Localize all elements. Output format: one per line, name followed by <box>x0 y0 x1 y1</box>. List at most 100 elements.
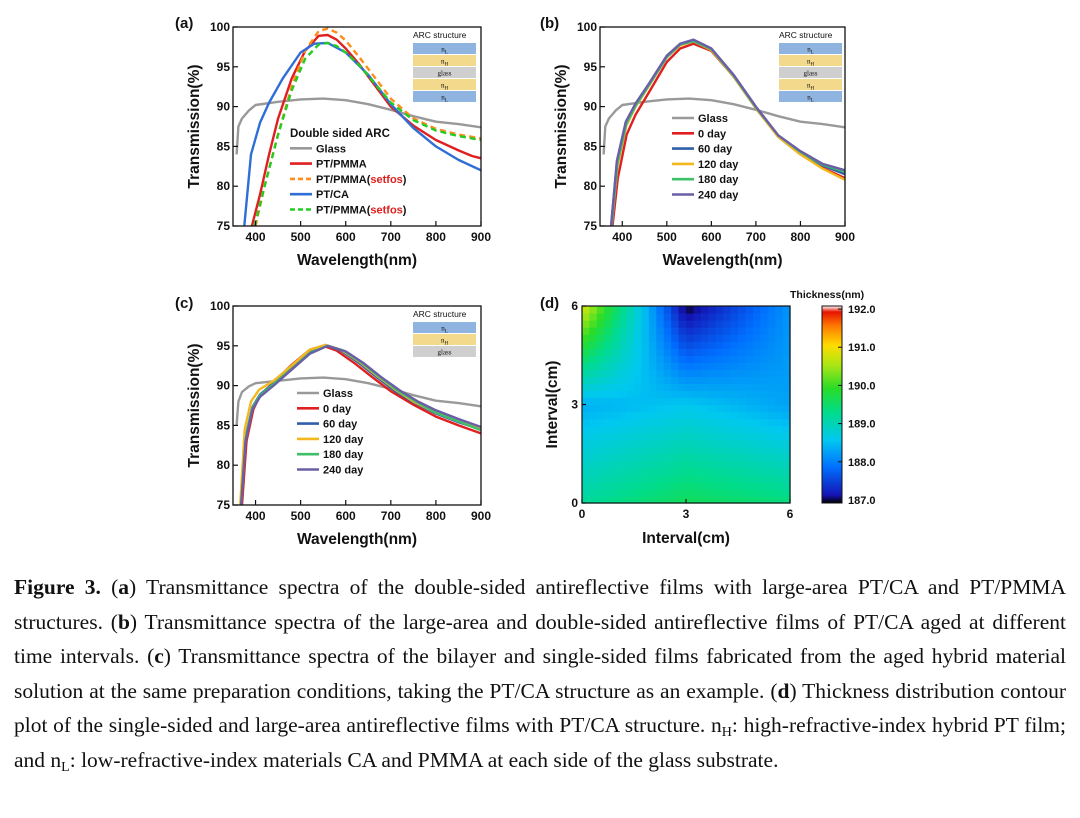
heatmap-cell <box>671 404 680 413</box>
heatmap-cell <box>589 313 598 321</box>
heatmap-cell <box>745 488 754 497</box>
heatmap-cell <box>700 320 709 328</box>
heatmap-cell <box>611 327 620 335</box>
heatmap-cell <box>745 362 754 370</box>
heatmap-cell <box>686 439 695 448</box>
heatmap-cell <box>611 474 620 483</box>
heatmap-cell <box>634 467 643 476</box>
heatmap-cell <box>745 397 754 406</box>
heatmap-cell <box>715 418 724 427</box>
heatmap-cell <box>693 474 702 483</box>
heatmap-cell <box>626 495 635 504</box>
heatmap-cell <box>656 453 665 462</box>
heatmap-cell <box>700 362 709 370</box>
heatmap-cell <box>760 495 769 504</box>
heatmap-cell <box>663 313 672 321</box>
inset-layer <box>413 91 476 102</box>
heatmap-cell <box>767 474 776 483</box>
heatmap-cell <box>708 313 717 321</box>
heatmap-cell <box>686 467 695 476</box>
inset-layer-label: glass <box>438 70 452 78</box>
x-tick-label: 400 <box>246 230 266 244</box>
heatmap-cell <box>708 376 717 384</box>
heatmap-cell <box>634 334 643 342</box>
legend-label: 240 day <box>698 190 739 202</box>
heatmap-cell <box>723 467 732 476</box>
heatmap-cell <box>641 376 650 384</box>
y-tick-label: 100 <box>210 20 230 34</box>
heatmap-cell <box>745 383 754 392</box>
heatmap-cell <box>582 348 591 356</box>
heatmap-cell <box>700 313 709 321</box>
heatmap-cell <box>708 383 717 392</box>
heatmap-cell <box>715 481 724 490</box>
heatmap-cell <box>596 446 605 455</box>
heatmap-cell <box>634 390 643 399</box>
heatmap-cell <box>596 481 605 490</box>
heatmap-cell <box>656 432 665 441</box>
caption-panel-ref: a <box>118 575 130 599</box>
heatmap-cell <box>619 446 628 455</box>
heatmap-cell <box>782 376 791 384</box>
heatmap-cell <box>693 404 702 413</box>
y-tick-label: 100 <box>577 20 597 34</box>
heatmap-cell <box>582 425 591 434</box>
heatmap-cell <box>715 467 724 476</box>
heatmap-cell <box>648 341 657 349</box>
heatmap-cell <box>708 411 717 420</box>
heatmap-cell <box>723 334 732 342</box>
heatmap-cell <box>738 474 747 483</box>
heatmap-cell <box>611 495 620 504</box>
heatmap-cell <box>596 327 605 335</box>
heatmap-cell <box>760 313 769 321</box>
heatmap-cell <box>738 495 747 504</box>
legend-label-paren: ) <box>403 174 407 186</box>
legend-label: PT/CA <box>316 189 349 201</box>
heatmap-cell <box>634 376 643 384</box>
heatmap-cell <box>611 488 620 497</box>
heatmap-cell <box>611 467 620 476</box>
heatmap-cell <box>678 411 687 420</box>
heatmap-cell <box>619 488 628 497</box>
heatmap-cell <box>752 404 761 413</box>
heatmap-cell <box>634 425 643 434</box>
heatmap-cell <box>730 474 739 483</box>
heatmap-cell <box>663 376 672 384</box>
heatmap-cell <box>634 439 643 448</box>
heatmap-cell <box>604 488 613 497</box>
heatmap-cell <box>582 481 591 490</box>
inset-layer <box>413 67 476 78</box>
legend-label: PT/PMMA <box>316 159 367 171</box>
legend-label: 120 day <box>698 159 739 171</box>
heatmap-cell <box>730 404 739 413</box>
heatmap-cell <box>626 425 635 434</box>
heatmap-cell <box>723 446 732 455</box>
panel-label: (b) <box>540 15 559 32</box>
heatmap-cell <box>656 467 665 476</box>
heatmap-cell <box>589 397 598 406</box>
heatmap-cell <box>723 418 732 427</box>
series-line <box>602 97 845 155</box>
heatmap-cell <box>663 411 672 420</box>
heatmap-cell <box>626 439 635 448</box>
heatmap-cell <box>641 369 650 377</box>
heatmap-cell <box>775 348 784 356</box>
x-tick-label: 600 <box>336 509 356 523</box>
heatmap-cell <box>641 383 650 392</box>
x-tick-label: 600 <box>701 230 721 244</box>
heatmap-cell <box>686 390 695 399</box>
heatmap-cell <box>767 383 776 392</box>
heatmap-cell <box>589 369 598 377</box>
heatmap-cell <box>611 334 620 342</box>
heatmap-cell <box>760 320 769 328</box>
y-tick-label: 90 <box>217 100 231 114</box>
series-line <box>240 344 481 505</box>
heatmap-cell <box>760 348 769 356</box>
colorbar-tick-label: 191.0 <box>848 342 876 354</box>
heatmap-cell <box>582 495 591 504</box>
heatmap-cell <box>671 432 680 441</box>
heatmap-cell <box>745 369 754 377</box>
heatmap-cell <box>752 453 761 462</box>
caption-text: : high-refractive-index hybrid PT film; … <box>14 713 1066 772</box>
heatmap-cell <box>700 327 709 335</box>
